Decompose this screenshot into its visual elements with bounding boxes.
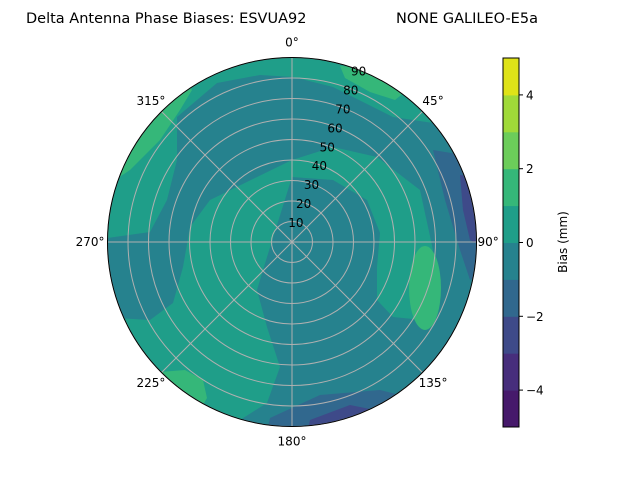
r-tick-label: 20	[296, 197, 311, 211]
r-tick-label: 70	[335, 102, 350, 116]
theta-tick-label: 45°	[422, 94, 443, 108]
theta-tick-label: 135°	[419, 376, 448, 390]
colorbar-bin	[503, 131, 519, 170]
grid-spoke	[161, 241, 293, 373]
chart-title-left: Delta Antenna Phase Biases: ESVUA92	[26, 11, 306, 27]
colorbar-bin	[503, 390, 519, 428]
r-tick-label: 50	[320, 140, 335, 154]
colorbar-tick-label: 0	[526, 236, 534, 250]
theta-tick-label: 90°	[478, 235, 499, 249]
colorbar-bin	[503, 205, 519, 243]
r-tick-label: 60	[327, 121, 342, 135]
colorbar-tick-label: −2	[526, 310, 544, 324]
colorbar-bin	[503, 353, 519, 391]
theta-tick-label: 315°	[136, 94, 165, 108]
colorbar-tick-label: 4	[526, 88, 534, 102]
colorbar-label: Bias (mm)	[556, 211, 570, 273]
grid-spoke	[161, 111, 293, 243]
colorbar-bin	[503, 94, 519, 133]
polar-frame	[107, 57, 477, 427]
chart-title-right: NONE GALILEO-E5a	[396, 11, 538, 27]
r-tick-label: 40	[312, 159, 327, 173]
theta-tick-label: 225°	[136, 376, 165, 390]
contour-level-neg1-0	[107, 75, 477, 330]
r-tick-label: 90	[351, 65, 366, 79]
grid-spoke	[291, 111, 423, 243]
colorbar-bin	[503, 242, 519, 280]
r-tick-label: 30	[304, 178, 319, 192]
r-tick-label: 80	[343, 83, 358, 97]
theta-tick-label: 180°	[278, 435, 307, 449]
colorbar-bin	[503, 279, 519, 317]
contour-level-1-2	[340, 66, 405, 100]
theta-tick-label: 0°	[285, 36, 299, 50]
colorbar-bin	[503, 316, 519, 354]
theta-tick-label: 270°	[76, 235, 105, 249]
colorbar-bin	[503, 58, 519, 96]
colorbar: −4 −2 0 2 4	[502, 57, 544, 428]
grid-spoke	[291, 241, 423, 373]
colorbar-tick-label: 2	[526, 162, 534, 176]
colorbar-tick-label: −4	[526, 384, 544, 398]
colorbar-bin	[503, 168, 519, 207]
polar-grid	[107, 57, 477, 427]
r-tick-label: 10	[288, 216, 303, 230]
